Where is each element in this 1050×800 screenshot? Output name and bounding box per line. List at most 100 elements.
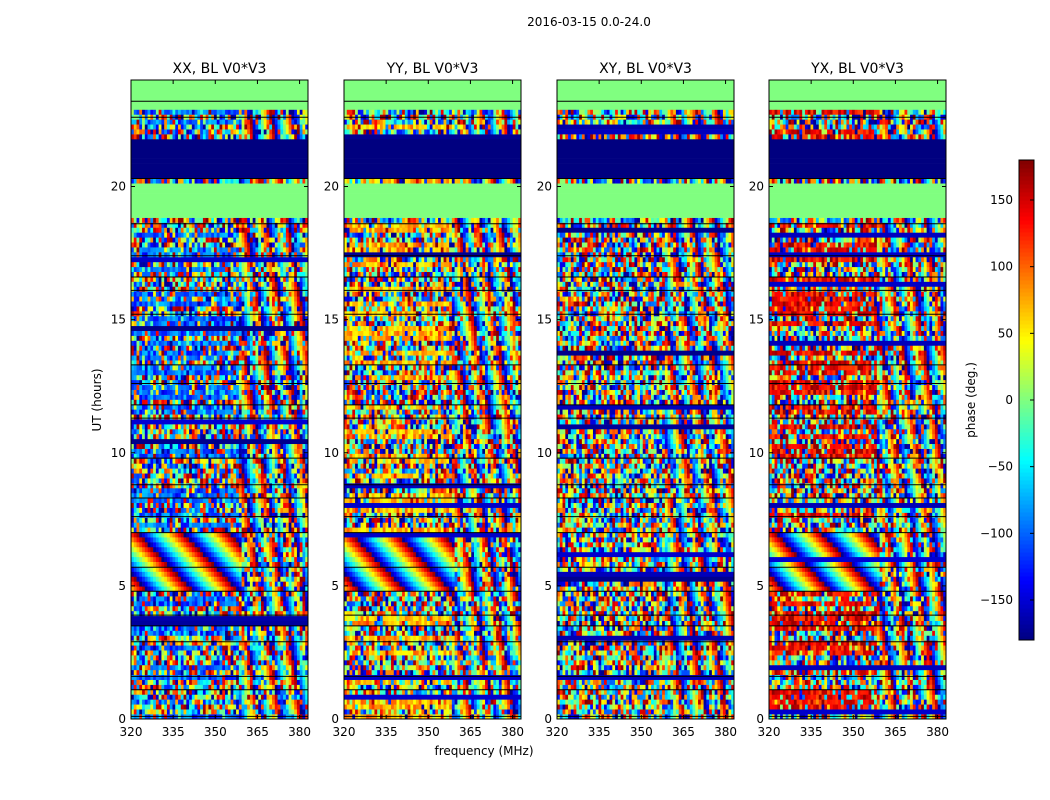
y-tick-label: 5: [118, 579, 126, 593]
y-tick-label: 20: [111, 180, 126, 194]
x-tick-label: 335: [162, 725, 185, 739]
colorbar-strip: [1019, 256, 1034, 261]
panel-frame: [768, 79, 947, 720]
colorbar-strip: [1019, 624, 1034, 629]
colorbar-strip: [1019, 368, 1034, 373]
colorbar-strip: [1019, 204, 1034, 209]
y-tick-label: 0: [756, 712, 764, 726]
colorbar-strip: [1019, 344, 1034, 349]
colorbar-strip: [1019, 572, 1034, 577]
colorbar-strip: [1019, 236, 1034, 241]
colorbar-strip: [1019, 280, 1034, 285]
y-tick-label: 20: [537, 180, 552, 194]
colorbar-strip: [1019, 388, 1034, 393]
colorbar-strip: [1019, 308, 1034, 313]
y-tick-label: 10: [111, 446, 126, 460]
colorbar-strip: [1019, 628, 1034, 633]
colorbar-strip: [1019, 316, 1034, 321]
x-tick-label: 320: [546, 725, 569, 739]
colorbar-strip: [1019, 420, 1034, 425]
colorbar-strip: [1019, 284, 1034, 289]
x-tick-label: 350: [842, 725, 865, 739]
colorbar-strip: [1019, 376, 1034, 381]
colorbar-strip: [1019, 480, 1034, 485]
colorbar-strip: [1019, 200, 1034, 205]
x-tick-label: 380: [926, 725, 949, 739]
colorbar-tick-label: −150: [980, 593, 1013, 607]
colorbar-strip: [1019, 552, 1034, 557]
colorbar-strip: [1019, 196, 1034, 201]
x-tick-label: 350: [630, 725, 653, 739]
colorbar-strip: [1019, 300, 1034, 305]
colorbar-strip: [1019, 264, 1034, 269]
colorbar-strip: [1019, 260, 1034, 265]
colorbar-strip: [1019, 632, 1034, 637]
colorbar-strip: [1019, 492, 1034, 497]
colorbar-strip: [1019, 404, 1034, 409]
colorbar-strip: [1019, 504, 1034, 509]
colorbar-strip: [1019, 184, 1034, 189]
colorbar-strip: [1019, 424, 1034, 429]
colorbar-strip: [1019, 564, 1034, 569]
colorbar-strip: [1019, 608, 1034, 613]
colorbar-tick-label: 0: [1005, 393, 1013, 407]
x-tick-label: 320: [120, 725, 143, 739]
colorbar-strip: [1019, 320, 1034, 325]
colorbar-strip: [1019, 512, 1034, 517]
colorbar-strip: [1019, 332, 1034, 337]
x-axis-label: frequency (MHz): [434, 744, 533, 758]
y-tick-label: 15: [749, 313, 764, 327]
colorbar-strip: [1019, 584, 1034, 589]
colorbar-strip: [1019, 372, 1034, 377]
colorbar-strip: [1019, 540, 1034, 545]
colorbar-strip: [1019, 576, 1034, 581]
colorbar: 150 100 50 0 −50 −100 −150: [980, 159, 1035, 641]
colorbar-strip: [1019, 208, 1034, 213]
panel-frame: [130, 79, 309, 720]
colorbar-strip: [1019, 620, 1034, 625]
colorbar-strip: [1019, 168, 1034, 173]
y-tick-label: 5: [331, 579, 339, 593]
panel-title: XY, BL V0*V3: [599, 61, 692, 77]
colorbar-strip: [1019, 600, 1034, 605]
colorbar-strip: [1019, 456, 1034, 461]
y-tick-label: 0: [118, 712, 126, 726]
colorbar-strip: [1019, 548, 1034, 553]
colorbar-strip: [1019, 312, 1034, 317]
x-tick-label: 365: [246, 725, 269, 739]
y-tick-label: 15: [111, 313, 126, 327]
colorbar-strip: [1019, 520, 1034, 525]
y-tick-label: 0: [544, 712, 552, 726]
y-tick-label: 20: [749, 180, 764, 194]
colorbar-strip: [1019, 216, 1034, 221]
colorbar-strip: [1019, 476, 1034, 481]
colorbar-strip: [1019, 532, 1034, 537]
colorbar-strip: [1019, 276, 1034, 281]
colorbar-tick-label: −50: [988, 460, 1013, 474]
colorbar-strip: [1019, 160, 1034, 165]
colorbar-strip: [1019, 180, 1034, 185]
colorbar-strip: [1019, 364, 1034, 369]
colorbar-strip: [1019, 408, 1034, 413]
colorbar-strip: [1019, 592, 1034, 597]
x-tick-label: 350: [204, 725, 227, 739]
x-tick-label: 380: [288, 725, 311, 739]
colorbar-strip: [1019, 244, 1034, 249]
y-tick-label: 15: [324, 313, 339, 327]
colorbar-strip: [1019, 288, 1034, 293]
colorbar-strip: [1019, 488, 1034, 493]
colorbar-strip: [1019, 556, 1034, 561]
colorbar-strip: [1019, 396, 1034, 401]
x-tick-label: 365: [884, 725, 907, 739]
colorbar-label: phase (deg.): [964, 362, 978, 438]
colorbar-strip: [1019, 268, 1034, 273]
colorbar-strip: [1019, 272, 1034, 277]
y-tick-label: 15: [537, 313, 552, 327]
x-tick-label: 365: [672, 725, 695, 739]
colorbar-strip: [1019, 336, 1034, 341]
panel-frame: [343, 79, 522, 720]
colorbar-strip: [1019, 616, 1034, 621]
panel-title: YY, BL V0*V3: [386, 61, 479, 77]
x-tick-label: 335: [588, 725, 611, 739]
